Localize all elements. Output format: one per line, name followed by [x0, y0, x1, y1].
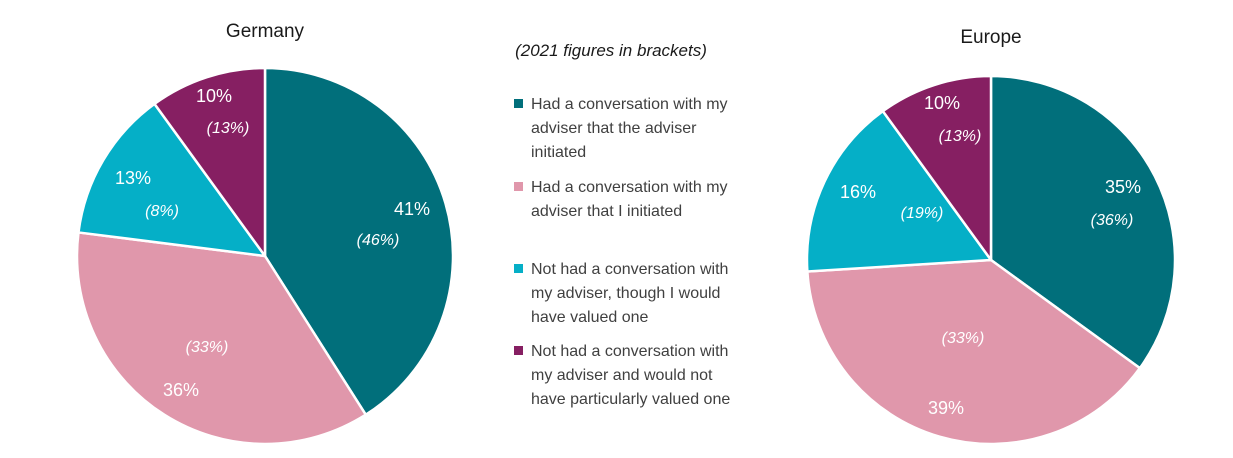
- europe-label-value-2021: (19%): [901, 205, 944, 222]
- germany-label-value: 36%: [163, 380, 199, 400]
- germany-chart-title: Germany: [226, 21, 305, 42]
- germany-slice-not-had-would-not-value: [153, 66, 267, 258]
- legend-swatch: [514, 346, 523, 355]
- legend-label-line: have valued one: [531, 309, 649, 326]
- legend-label-line: Not had a conversation with: [531, 343, 728, 360]
- europe-slice-not-had-would-not-value: [881, 74, 993, 262]
- legend-swatch: [514, 99, 523, 108]
- germany-label-value: 41%: [394, 199, 430, 219]
- europe-pie: [805, 74, 1177, 446]
- legend-label-line: have particularly valued one: [531, 391, 730, 408]
- germany-pie-labels: 41% (46%) 36% (33%) 13% (8%) 10% (13%): [115, 86, 430, 400]
- germany-label-value-2021: (33%): [186, 339, 229, 356]
- legend-label-line: Had a conversation with my: [531, 179, 728, 196]
- legend-label-line: my adviser, though I would: [531, 285, 720, 302]
- germany-slice-not-had-would-value: [77, 102, 267, 258]
- europe-label-value: 35%: [1105, 177, 1141, 197]
- germany-label-value-2021: (13%): [207, 120, 250, 137]
- germany-label-value-2021: (46%): [357, 232, 400, 249]
- legend-label-line: my adviser and would not: [531, 367, 713, 384]
- europe-label-value: 10%: [924, 93, 960, 113]
- legend-swatch: [514, 182, 523, 191]
- germany-label-value: 10%: [196, 86, 232, 106]
- germany-pie: [75, 66, 455, 446]
- europe-label-value-2021: (33%): [942, 330, 985, 347]
- europe-pie-labels: 35% (36%) 39% (33%) 16% (19%) 10% (13%): [840, 93, 1141, 418]
- europe-label-value-2021: (13%): [939, 128, 982, 145]
- legend-label-line: adviser that the adviser: [531, 120, 697, 137]
- europe-slice-not-had-would-value: [805, 109, 993, 273]
- legend-label-line: Had a conversation with my: [531, 96, 728, 113]
- legend-label-line: adviser that I initiated: [531, 203, 682, 220]
- germany-label-value-2021: (8%): [145, 203, 179, 220]
- europe-chart-title: Europe: [960, 27, 1021, 48]
- europe-label-value: 16%: [840, 182, 876, 202]
- legend-label-line: Not had a conversation with: [531, 261, 728, 278]
- figures-note: (2021 figures in brackets): [515, 41, 707, 60]
- europe-slice-i-initiated: [806, 258, 1142, 446]
- germany-slice-i-initiated: [75, 231, 367, 446]
- legend: Had a conversation with my adviser that t…: [514, 96, 730, 408]
- legend-label-line: initiated: [531, 144, 586, 161]
- legend-swatch: [514, 264, 523, 273]
- europe-label-value: 39%: [928, 398, 964, 418]
- europe-slice-adviser-initiated: [989, 74, 1177, 370]
- germany-label-value: 13%: [115, 168, 151, 188]
- europe-label-value-2021: (36%): [1091, 212, 1134, 229]
